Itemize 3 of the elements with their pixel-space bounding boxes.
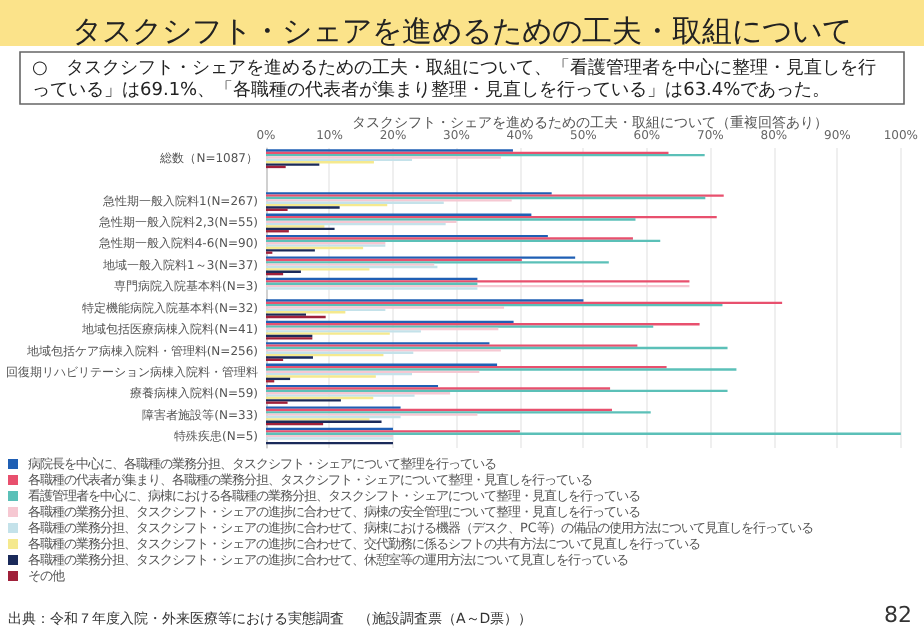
chart-subtitle: ○ タスクシフト・シェアを進めるための工夫・取組について、「看護管理者を中心に整理・見直しを行っている」は69.1%、「各職種の代表者が集まり整理・見直しを行っている」は63.4%であった。: [32, 57, 876, 101]
chart-title: タスクシフト・シェアを進めるための工夫・取組について: [72, 13, 852, 49]
text: 82: [884, 602, 913, 628]
